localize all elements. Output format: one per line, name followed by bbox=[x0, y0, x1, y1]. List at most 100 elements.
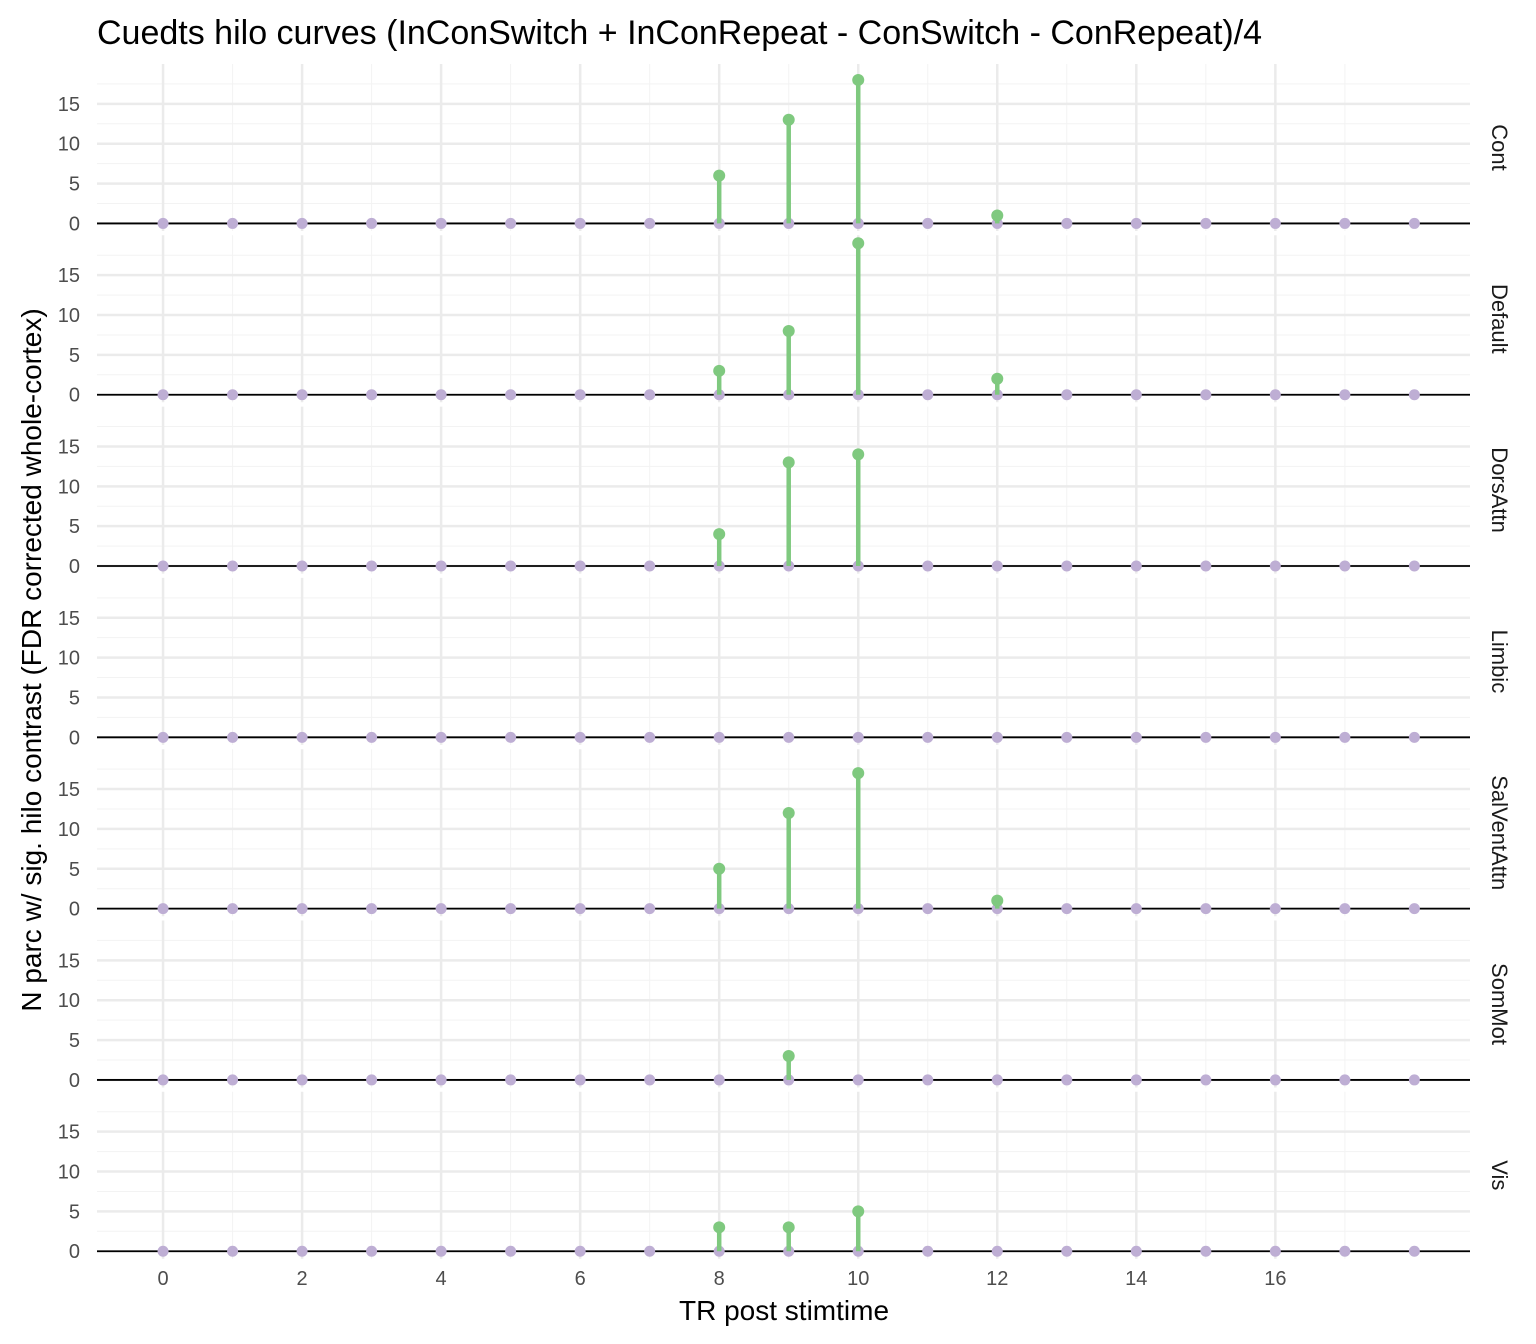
y-tick-label: 5 bbox=[69, 174, 80, 196]
baseline-point bbox=[366, 731, 378, 743]
baseline-point bbox=[1339, 560, 1351, 572]
baseline-point bbox=[1408, 389, 1420, 401]
baseline-point bbox=[157, 1074, 169, 1086]
y-tick-label: 0 bbox=[69, 556, 80, 578]
y-tick-label: 15 bbox=[58, 950, 80, 972]
x-tick-label: 10 bbox=[847, 1268, 869, 1290]
baseline-point bbox=[574, 389, 586, 401]
data-point bbox=[782, 324, 795, 337]
y-axis-title: N parc w/ sig. hilo contrast (FDR correc… bbox=[16, 308, 47, 1011]
facet-label: SomMot bbox=[1487, 963, 1512, 1045]
x-tick-label: 16 bbox=[1264, 1268, 1286, 1290]
data-point bbox=[852, 767, 865, 780]
baseline-point bbox=[922, 217, 934, 229]
data-point bbox=[852, 237, 865, 250]
y-tick-label: 15 bbox=[58, 608, 80, 630]
baseline-point bbox=[157, 389, 169, 401]
baseline-point bbox=[1339, 217, 1351, 229]
baseline-point bbox=[435, 217, 447, 229]
data-point bbox=[713, 1221, 726, 1234]
baseline-point bbox=[1130, 731, 1142, 743]
baseline-point bbox=[1130, 217, 1142, 229]
baseline-point bbox=[505, 217, 517, 229]
data-point bbox=[713, 169, 726, 182]
baseline-point bbox=[1061, 217, 1073, 229]
facet-label: DorsAttn bbox=[1487, 447, 1512, 533]
y-tick-label: 10 bbox=[58, 305, 80, 327]
x-axis: 0 2 4 6 8 10 12 14 16 bbox=[157, 1268, 1286, 1290]
baseline-point bbox=[922, 1245, 934, 1257]
baseline-point bbox=[644, 560, 656, 572]
baseline-point bbox=[1061, 560, 1073, 572]
baseline-point bbox=[227, 731, 239, 743]
baseline-point bbox=[157, 217, 169, 229]
baseline-point bbox=[644, 731, 656, 743]
baseline-point bbox=[366, 1074, 378, 1086]
baseline-point bbox=[1269, 389, 1281, 401]
baseline-point bbox=[991, 731, 1003, 743]
baseline-point bbox=[435, 731, 447, 743]
baseline-point bbox=[505, 560, 517, 572]
baseline-point bbox=[574, 731, 586, 743]
baseline-point bbox=[574, 903, 586, 915]
data-point bbox=[782, 1050, 795, 1063]
baseline-point bbox=[1339, 1074, 1351, 1086]
baseline-point bbox=[1408, 731, 1420, 743]
y-tick-label: 15 bbox=[58, 1122, 80, 1144]
baseline-point bbox=[1061, 903, 1073, 915]
baseline-point bbox=[852, 1074, 864, 1086]
y-tick-label: 15 bbox=[58, 436, 80, 458]
x-axis-title: TR post stimtime bbox=[679, 1295, 889, 1326]
y-tick-label: 10 bbox=[58, 1162, 80, 1184]
baseline-point bbox=[296, 389, 308, 401]
baseline-point bbox=[1269, 731, 1281, 743]
y-tick-label: 5 bbox=[69, 1201, 80, 1223]
baseline-point bbox=[1200, 389, 1212, 401]
baseline-point bbox=[505, 1074, 517, 1086]
y-tick-label: 10 bbox=[58, 648, 80, 670]
y-tick-label: 0 bbox=[69, 1241, 80, 1263]
baseline-point bbox=[1200, 217, 1212, 229]
y-tick-label: 0 bbox=[69, 727, 80, 749]
y-tick-label: 15 bbox=[58, 265, 80, 287]
panel-limbic: 0 5 10 15 Limbic bbox=[58, 577, 1512, 749]
baseline-point bbox=[505, 731, 517, 743]
baseline-point bbox=[296, 1074, 308, 1086]
baseline-point bbox=[157, 731, 169, 743]
baseline-point bbox=[1339, 903, 1351, 915]
baseline-point bbox=[574, 1245, 586, 1257]
baseline-point bbox=[1061, 731, 1073, 743]
baseline-point bbox=[366, 903, 378, 915]
baseline-point bbox=[1269, 1245, 1281, 1257]
baseline-point bbox=[1130, 1245, 1142, 1257]
y-tick-label: 5 bbox=[69, 1030, 80, 1052]
data-point bbox=[991, 209, 1004, 222]
baseline-point bbox=[157, 1245, 169, 1257]
baseline-point bbox=[435, 903, 447, 915]
data-point bbox=[782, 113, 795, 126]
y-tick-label: 10 bbox=[58, 476, 80, 498]
baseline-point bbox=[991, 1074, 1003, 1086]
y-tick-label: 10 bbox=[58, 990, 80, 1012]
x-tick-label: 0 bbox=[157, 1268, 168, 1290]
baseline-point bbox=[505, 389, 517, 401]
x-tick-label: 8 bbox=[714, 1268, 725, 1290]
baseline-point bbox=[1061, 389, 1073, 401]
baseline-point bbox=[922, 389, 934, 401]
panel-default: 0 5 10 15 Default bbox=[58, 235, 1512, 407]
baseline-point bbox=[991, 560, 1003, 572]
panel-cont: 0 5 10 15 Cont bbox=[58, 64, 1512, 235]
y-tick-label: 5 bbox=[69, 859, 80, 881]
baseline-point bbox=[1200, 560, 1212, 572]
data-point bbox=[713, 862, 726, 875]
y-tick-label: 0 bbox=[69, 899, 80, 921]
baseline-point bbox=[644, 1245, 656, 1257]
baseline-point bbox=[1269, 1074, 1281, 1086]
baseline-point bbox=[435, 389, 447, 401]
baseline-point bbox=[1339, 1245, 1351, 1257]
baseline-point bbox=[1130, 389, 1142, 401]
facet-label: SalVentAttn bbox=[1487, 775, 1512, 890]
facet-label: Limbic bbox=[1487, 630, 1512, 694]
baseline-point bbox=[1408, 1074, 1420, 1086]
data-point bbox=[991, 372, 1004, 385]
